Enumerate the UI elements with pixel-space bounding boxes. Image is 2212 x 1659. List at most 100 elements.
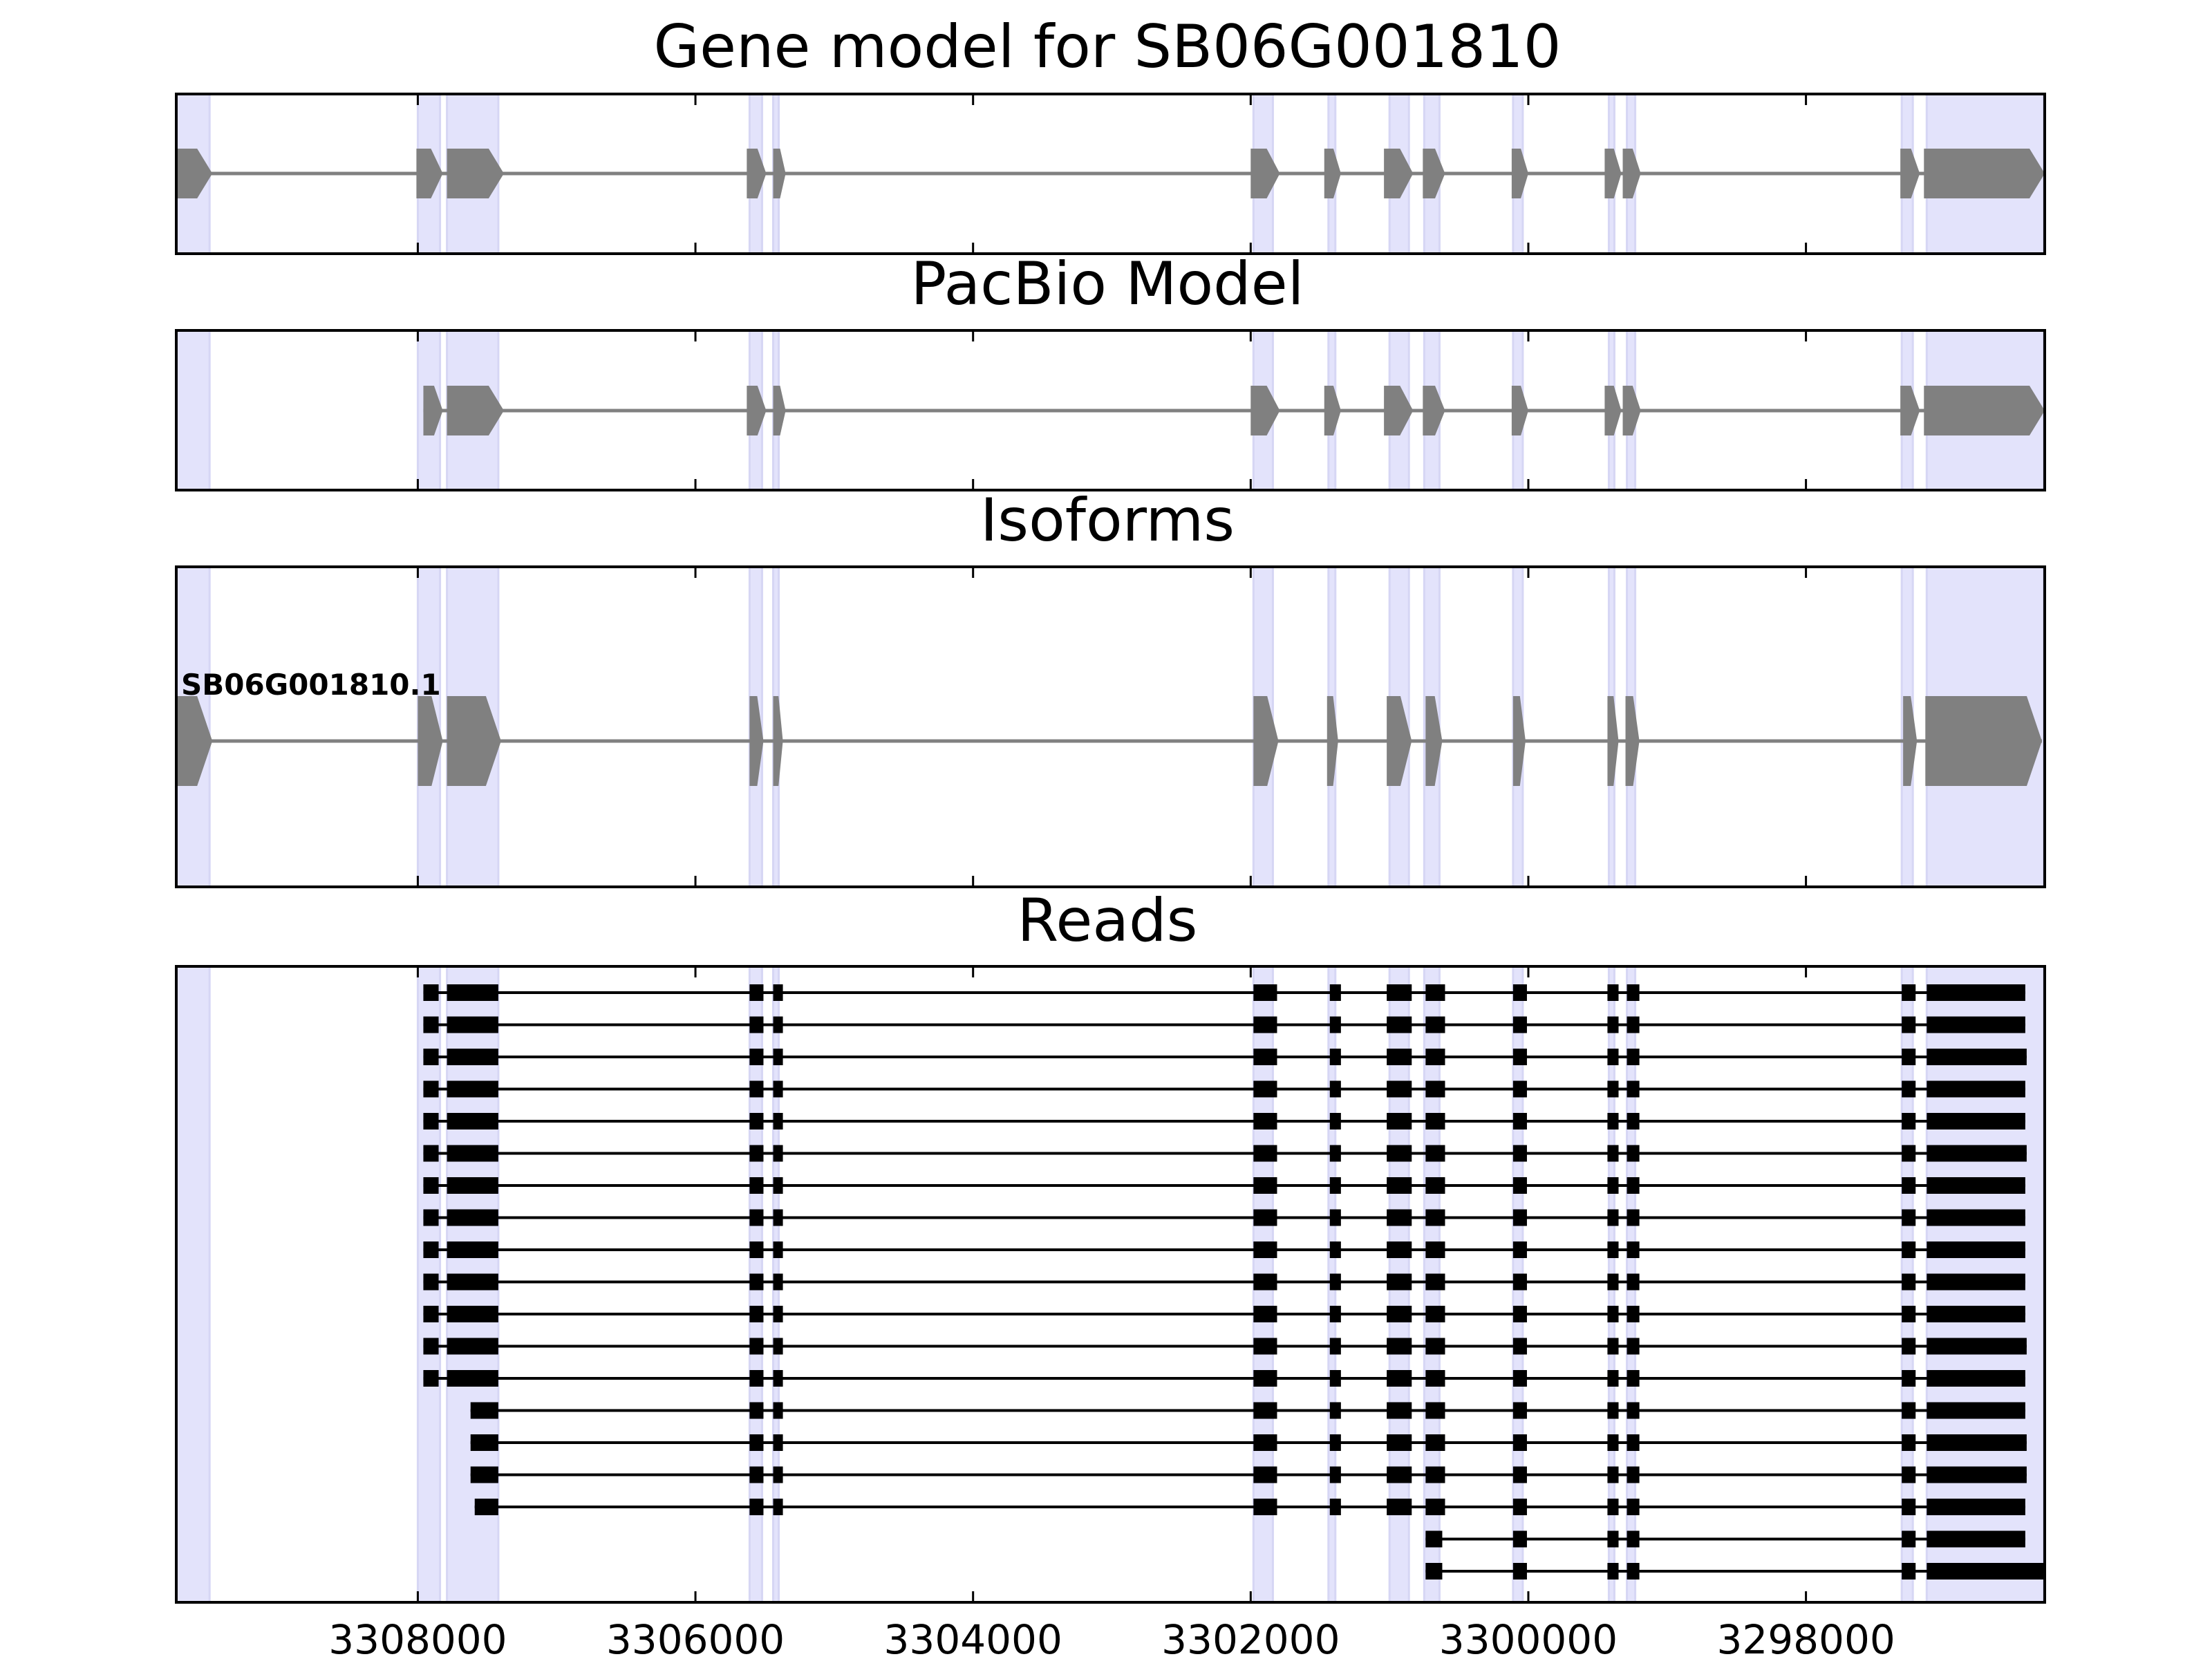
read-exon	[773, 1049, 783, 1065]
exon	[1900, 149, 1920, 198]
read-exon	[1927, 1499, 2025, 1515]
read-exon	[1902, 1563, 1916, 1580]
read-exon	[1927, 1049, 2027, 1065]
read-exon	[749, 1273, 764, 1291]
read-exon	[773, 1016, 783, 1033]
read-exon	[1253, 1402, 1277, 1419]
read-exon	[1253, 1209, 1277, 1226]
read-exon	[1927, 1209, 2025, 1226]
exon	[1604, 149, 1622, 198]
read-exon	[1512, 1402, 1527, 1419]
read-exon	[1425, 1241, 1445, 1258]
read-exon	[1902, 1080, 1916, 1098]
read-exon	[1329, 1434, 1341, 1451]
read-exon	[1627, 1434, 1640, 1451]
read-exon	[1902, 1530, 1916, 1548]
read-exon	[1387, 1016, 1412, 1033]
read-exon	[1253, 1016, 1277, 1033]
read-exon	[1627, 1241, 1640, 1258]
read-exon	[1627, 1080, 1640, 1098]
isoforms-panel	[175, 565, 2046, 888]
read-exon	[1902, 1402, 1916, 1419]
read-exon	[423, 1049, 439, 1065]
x-tick-label: 3302000	[1161, 1616, 1340, 1659]
read-exon	[447, 1273, 498, 1291]
exon	[773, 696, 783, 786]
read-exon	[773, 1402, 783, 1419]
read-exon	[1387, 1049, 1412, 1065]
read-exon	[1425, 1306, 1445, 1322]
exon	[423, 386, 443, 435]
read-exon	[1387, 1145, 1412, 1162]
read-exon	[1387, 1466, 1412, 1483]
read-exon	[749, 984, 764, 1001]
exon	[1327, 696, 1338, 786]
exon	[1324, 149, 1341, 198]
read-exon	[1927, 1338, 2027, 1355]
read-exon	[1425, 1499, 1445, 1515]
isoforms-title: Isoforms	[980, 486, 1235, 555]
read-exon	[1927, 1466, 2027, 1483]
read-exon	[1607, 1016, 1619, 1033]
axes-frame	[175, 565, 2046, 888]
read-exon	[1512, 1499, 1527, 1515]
read-exon	[1512, 1466, 1527, 1483]
read-exon	[1902, 1145, 1916, 1162]
read-exon	[1902, 1306, 1916, 1322]
read-exon	[1387, 1177, 1412, 1194]
read-exon	[423, 984, 439, 1001]
exon	[1250, 149, 1280, 198]
read-exon	[1627, 1499, 1640, 1515]
read-exon	[1607, 1080, 1619, 1098]
read-exon	[1512, 1338, 1527, 1355]
exon	[447, 386, 504, 435]
read-exon	[1627, 1016, 1640, 1033]
read-exon	[1329, 1209, 1341, 1226]
read-exon	[1425, 1434, 1445, 1451]
read-exon	[1425, 1530, 1443, 1548]
read-exon	[1329, 1145, 1341, 1162]
read-exon	[470, 1434, 498, 1451]
read-exon	[423, 1209, 439, 1226]
exon	[1924, 149, 2045, 198]
gene-model-panel	[175, 93, 2046, 255]
exon	[773, 386, 786, 435]
read-exon	[1927, 984, 2025, 1001]
axes-frame	[175, 329, 2046, 491]
pacbio-model-panel	[175, 329, 2046, 491]
read-exon	[1512, 1016, 1527, 1033]
read-exon	[1425, 1338, 1445, 1355]
read-exon	[423, 1273, 439, 1291]
read-exon	[1902, 1113, 1916, 1130]
x-tick-label: 3306000	[606, 1616, 785, 1659]
read-exon	[1627, 1338, 1640, 1355]
exon	[1604, 386, 1622, 435]
exon	[1607, 696, 1619, 786]
exon	[1622, 149, 1641, 198]
exon	[1387, 696, 1412, 786]
exon	[1425, 696, 1443, 786]
read-exon	[1607, 1241, 1619, 1258]
read-exon	[1927, 1434, 2027, 1451]
exon	[1900, 386, 1920, 435]
read-exon	[1329, 1273, 1341, 1291]
reads-panel	[175, 965, 2046, 1604]
read-exon	[1627, 1177, 1640, 1194]
read-exon	[1387, 1080, 1412, 1098]
read-exon	[773, 984, 783, 1001]
read-exon	[1927, 1177, 2025, 1194]
read-exon	[749, 1145, 764, 1162]
exon	[749, 696, 764, 786]
read-exon	[1425, 1177, 1445, 1194]
read-exon	[1329, 1177, 1341, 1194]
read-exon	[1607, 1145, 1619, 1162]
read-exon	[1607, 1466, 1619, 1483]
read-exon	[1512, 1113, 1527, 1130]
read-exon	[1627, 1209, 1640, 1226]
read-exon	[773, 1241, 783, 1258]
read-exon	[1253, 1466, 1277, 1483]
read-exon	[447, 1113, 498, 1130]
read-exon	[749, 1306, 764, 1322]
isoform-label: SB06G001810.1	[181, 668, 441, 702]
